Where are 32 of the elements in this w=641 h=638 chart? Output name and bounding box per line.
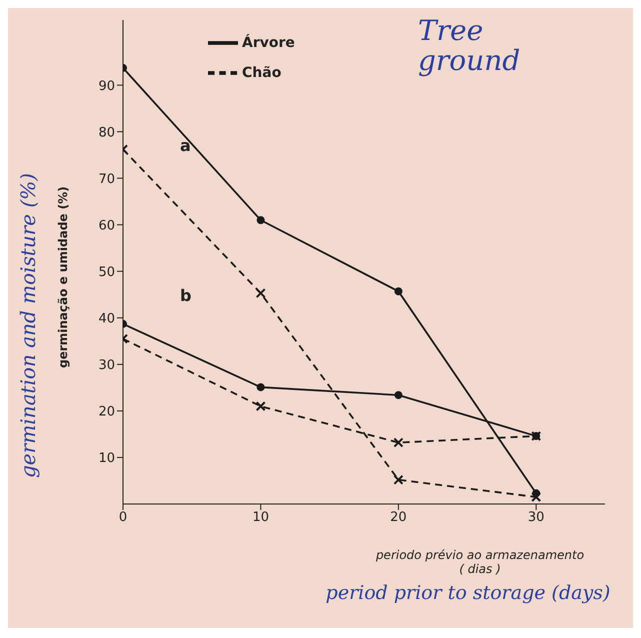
- y-axis-title: germinação e umidade (%): [56, 186, 70, 368]
- x-tick-label: 0: [118, 510, 128, 526]
- text: germination and moisture (%): [16, 173, 40, 478]
- annotation: b: [180, 286, 192, 305]
- y-tick-label: 10: [98, 451, 115, 466]
- y-tick-label: 90: [98, 78, 115, 94]
- y-tick-label: 20: [98, 404, 115, 420]
- x-tick-label: 10: [252, 510, 269, 526]
- legend-label: Chão: [242, 64, 282, 81]
- y-tick-label: 70: [98, 172, 115, 187]
- point: [256, 216, 265, 224]
- y-tick-label: 60: [98, 218, 115, 234]
- y-tick-label: 30: [98, 358, 115, 373]
- point: [256, 401, 266, 412]
- x-axis-title: periodo prévio ao armazenamento ( dias ): [374, 548, 586, 576]
- legend-label: Árvore: [242, 34, 295, 51]
- annotation: ground: [418, 44, 520, 77]
- x-tick-label: 20: [390, 510, 407, 526]
- text: period prior to storage (days): [324, 582, 612, 604]
- point: [394, 391, 402, 400]
- point: [531, 492, 542, 502]
- point: [393, 438, 404, 448]
- point: [256, 383, 265, 392]
- y-tick-label: 50: [98, 264, 115, 280]
- y-tick-label: 80: [98, 125, 115, 140]
- annotation: Tree: [418, 14, 484, 47]
- point: [394, 287, 402, 296]
- x-tick-label: 30: [528, 510, 544, 526]
- annotation: a: [180, 136, 191, 155]
- point: [256, 288, 266, 298]
- y-tick-label: 40: [98, 311, 115, 326]
- point: [393, 474, 404, 485]
